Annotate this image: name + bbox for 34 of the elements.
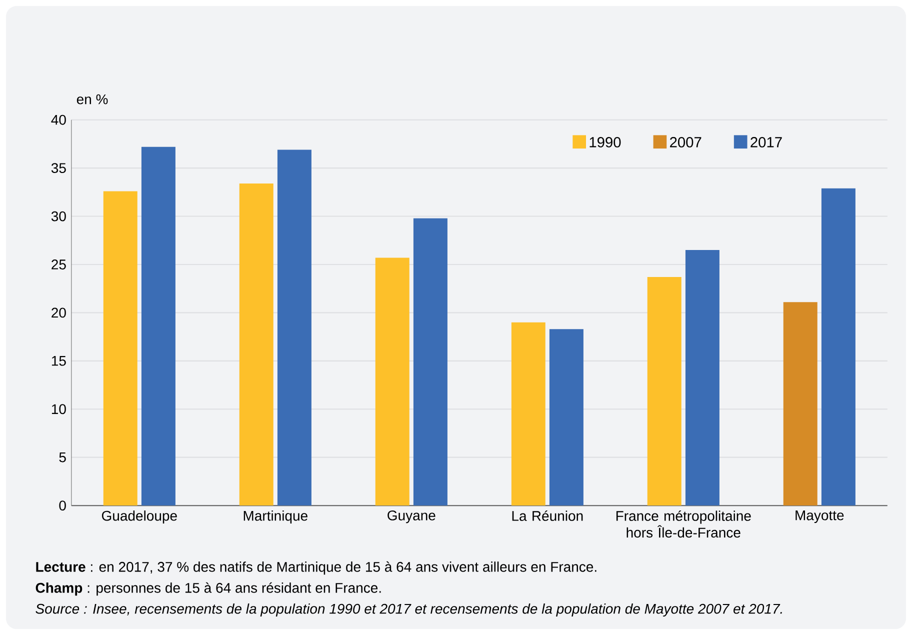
bar (375, 258, 410, 506)
legend-label: 2007 (670, 137, 702, 148)
bar (239, 183, 274, 506)
bar (511, 322, 546, 506)
y-tick-label: 35 (51, 163, 66, 174)
bar (549, 329, 584, 506)
bar (277, 150, 312, 506)
legend-label: 1990 (590, 137, 621, 148)
y-tick-label: 10 (52, 404, 66, 414)
y-tick-label: 25 (52, 260, 66, 270)
text: Champ : personnes de 15 à 64 ans résidant en France. (36, 582, 381, 596)
legend-label: 2017 (750, 137, 782, 148)
bar (685, 250, 720, 506)
bar (783, 302, 818, 506)
text: Source : Insee, recensements de la population 1990 et 2017 et recensements de la population de Mayotte 2007 et 2017. (36, 603, 782, 617)
x-tick-label: La Réunion (512, 510, 583, 521)
y-tick-label: 30 (51, 211, 66, 222)
y-axis-title: en % (76, 94, 108, 104)
x-tick-label: Martinique (244, 510, 308, 524)
bar (647, 277, 682, 506)
y-tick-label: 5 (59, 452, 66, 462)
y-tick-label: 40 (51, 114, 66, 125)
bar (821, 188, 856, 506)
x-tick-label: Mayotte (796, 510, 844, 524)
y-tick-label: 20 (52, 308, 66, 318)
bar (103, 191, 138, 506)
bar (141, 146, 176, 506)
x-tick-label: Guyane (388, 510, 436, 524)
y-tick-label: 0 (59, 500, 66, 511)
text: Lecture : en 2017, 37 % des natifs de Martinique de 15 à 64 ans vivent ailleurs en France. (36, 561, 596, 575)
bar (413, 218, 448, 506)
x-tick-label: France métropolitaine hors Île-de-France (616, 510, 751, 538)
y-tick-label: 15 (52, 356, 66, 366)
x-tick-label: Guadeloupe (102, 510, 177, 524)
